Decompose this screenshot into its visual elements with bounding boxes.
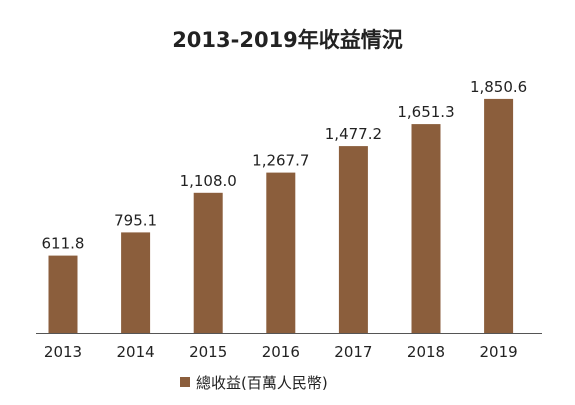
bar-2015 [193, 192, 223, 333]
bar-2013 [48, 255, 78, 333]
bar-2019 [484, 98, 514, 334]
value-label-2013: 611.8 [42, 235, 85, 253]
x-tick-label-2018: 2018 [407, 343, 445, 361]
x-tick-label-2014: 2014 [117, 343, 155, 361]
value-label-2019: 1,850.6 [470, 78, 527, 96]
bar-2017 [338, 146, 368, 333]
bar-2014 [121, 232, 151, 333]
value-label-2017: 1,477.2 [325, 125, 382, 143]
bar-2016 [266, 172, 296, 333]
chart-title: 2013-2019年收益情況 [172, 28, 403, 52]
legend-swatch [180, 377, 190, 387]
value-label-2018: 1,651.3 [397, 103, 454, 121]
bar-2018 [411, 124, 441, 333]
legend-label: 總收益(百萬人民幣) [196, 373, 328, 392]
x-tick-label-2015: 2015 [189, 343, 227, 361]
x-tick-label-2016: 2016 [262, 343, 300, 361]
value-label-2016: 1,267.7 [252, 152, 309, 170]
x-tick-label-2017: 2017 [334, 343, 372, 361]
legend: 總收益(百萬人民幣) [180, 372, 328, 392]
x-tick-label-2013: 2013 [44, 343, 82, 361]
x-tick-label-2019: 2019 [480, 343, 518, 361]
value-label-2014: 795.1 [114, 211, 157, 229]
value-label-2015: 1,108.0 [180, 172, 237, 190]
